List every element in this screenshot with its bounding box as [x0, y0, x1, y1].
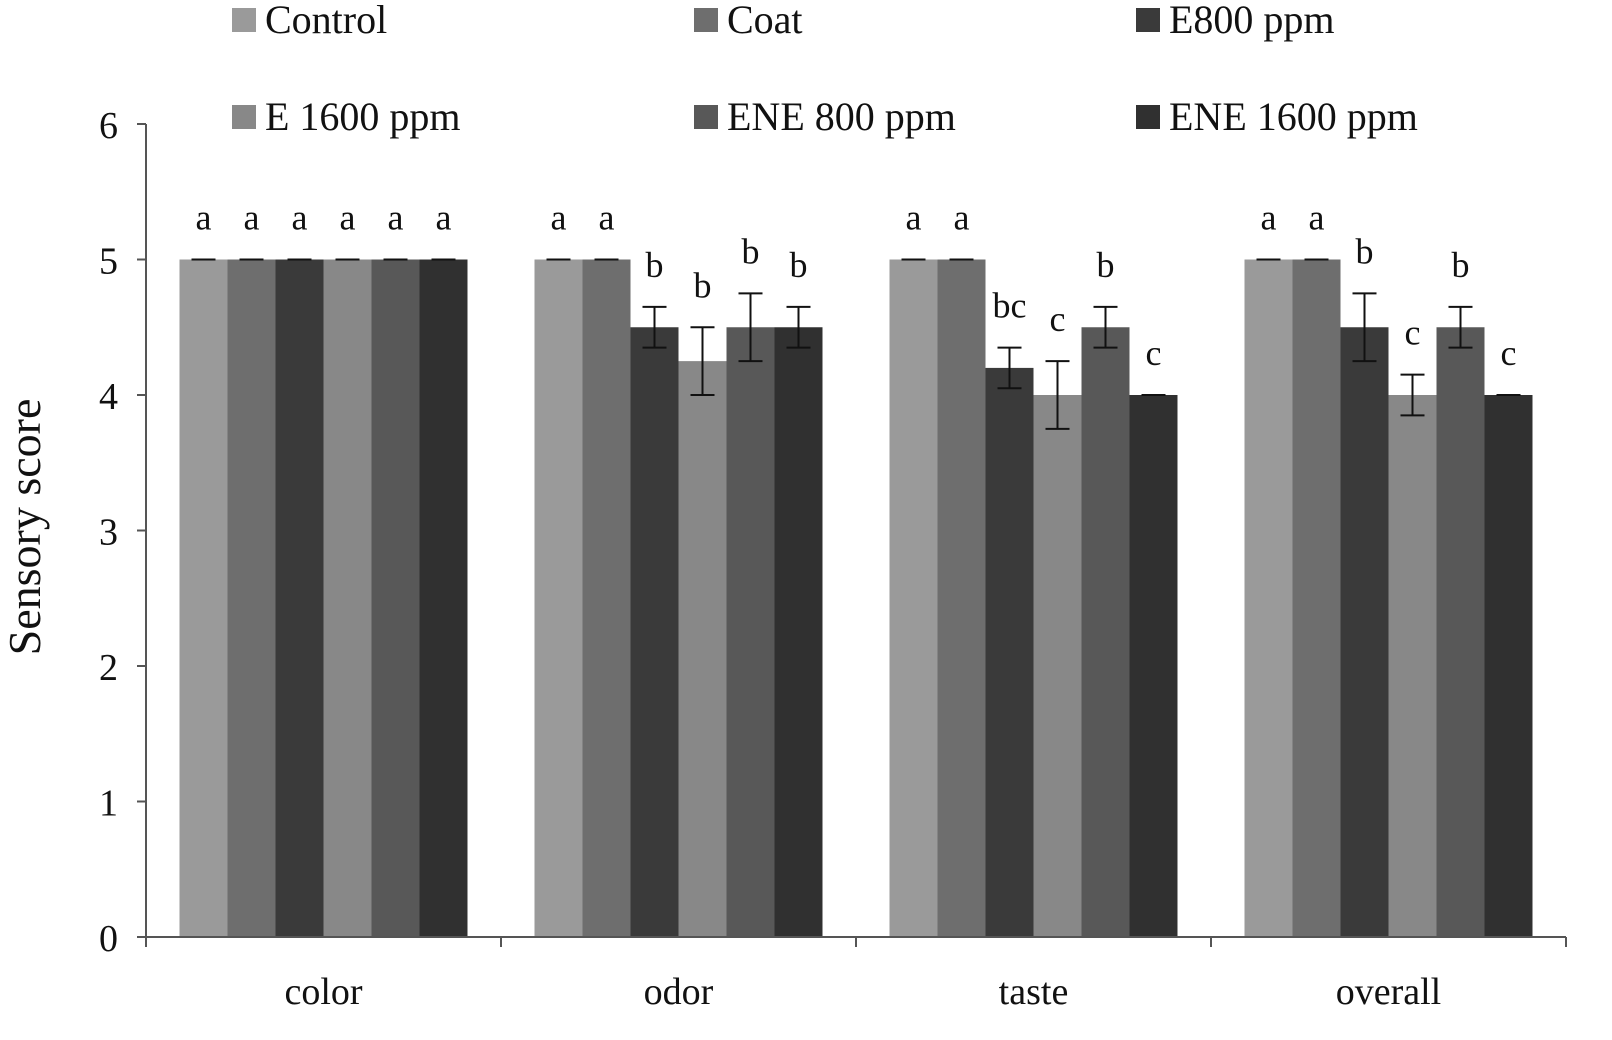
bar: [937, 259, 986, 937]
significance-letter: b: [1452, 245, 1470, 285]
bar: [630, 327, 679, 937]
bar: [371, 259, 420, 937]
significance-letter: a: [388, 198, 404, 238]
bar: [774, 327, 823, 937]
bar: [179, 259, 228, 937]
y-tick-label: 6: [99, 105, 118, 147]
x-tick-label: overall: [1336, 971, 1442, 1013]
bar: [582, 259, 631, 937]
significance-letter: c: [1405, 313, 1421, 353]
bar: [227, 259, 276, 937]
y-tick-label: 4: [99, 376, 118, 418]
y-tick-label: 5: [99, 241, 118, 283]
error-bars: [191, 258, 1521, 430]
x-tick-label: color: [284, 971, 362, 1013]
significance-letter: b: [646, 245, 664, 285]
y-tick-label: 1: [99, 783, 118, 825]
significance-letter: a: [1309, 198, 1325, 238]
bar: [889, 259, 938, 937]
legend-label: E 1600 ppm: [265, 94, 461, 139]
bar: [1484, 395, 1533, 937]
significance-letter: b: [1097, 245, 1115, 285]
significance-letter: c: [1146, 333, 1162, 373]
legend: Control Coat E800 ppm E 1600 ppm ENE 800 ppm…: [232, 0, 1418, 139]
legend-swatch: [1136, 105, 1160, 129]
legend-swatch: [694, 105, 718, 129]
bar: [1292, 259, 1341, 937]
bar: [985, 367, 1034, 937]
bar: [1033, 395, 1082, 937]
bar: [419, 259, 468, 937]
significance-letter: bc: [993, 286, 1027, 326]
bar: [275, 259, 324, 937]
bar: [1436, 327, 1485, 937]
bars: [179, 259, 1533, 937]
legend-swatch: [694, 8, 718, 32]
bar: [1244, 259, 1293, 937]
significance-letter: a: [551, 198, 567, 238]
significance-letter: a: [196, 198, 212, 238]
legend-label: ENE 800 ppm: [727, 94, 956, 139]
legend-label: ENE 1600 ppm: [1169, 94, 1418, 139]
bar: [678, 361, 727, 937]
y-axis-ticks: 0 1 2 3 4 5 6: [99, 105, 146, 960]
x-tick-label: odor: [644, 971, 714, 1013]
significance-letter: b: [790, 245, 808, 285]
significance-letter: a: [340, 198, 356, 238]
legend-swatch: [232, 105, 256, 129]
significance-letter: c: [1050, 299, 1066, 339]
bar: [534, 259, 583, 937]
x-axis-ticks: color odor taste overall: [145, 937, 1567, 1013]
x-tick-label: taste: [999, 971, 1069, 1013]
y-tick-label: 3: [99, 512, 118, 554]
legend-label: Coat: [727, 0, 803, 42]
bar: [1129, 395, 1178, 937]
significance-letter: b: [1356, 231, 1374, 271]
bar: [323, 259, 372, 937]
significance-letter: a: [599, 198, 615, 238]
legend-label: Control: [265, 0, 387, 42]
legend-swatch: [232, 8, 256, 32]
significance-letter: a: [1261, 198, 1277, 238]
significance-letter: a: [436, 198, 452, 238]
bar: [726, 327, 775, 937]
y-tick-label: 2: [99, 647, 118, 689]
legend-label: E800 ppm: [1169, 0, 1335, 42]
significance-letter: c: [1501, 333, 1517, 373]
legend-swatch: [1136, 8, 1160, 32]
bar: [1340, 327, 1389, 937]
significance-letter: a: [244, 198, 260, 238]
significance-letter: b: [742, 231, 760, 271]
y-axis-title: Sensory score: [0, 399, 50, 656]
significance-letter: a: [954, 198, 970, 238]
significance-letter: a: [292, 198, 308, 238]
significance-letter: b: [694, 265, 712, 305]
bar: [1388, 395, 1437, 937]
significance-letter: a: [906, 198, 922, 238]
bar: [1081, 327, 1130, 937]
y-tick-label: 0: [99, 918, 118, 960]
